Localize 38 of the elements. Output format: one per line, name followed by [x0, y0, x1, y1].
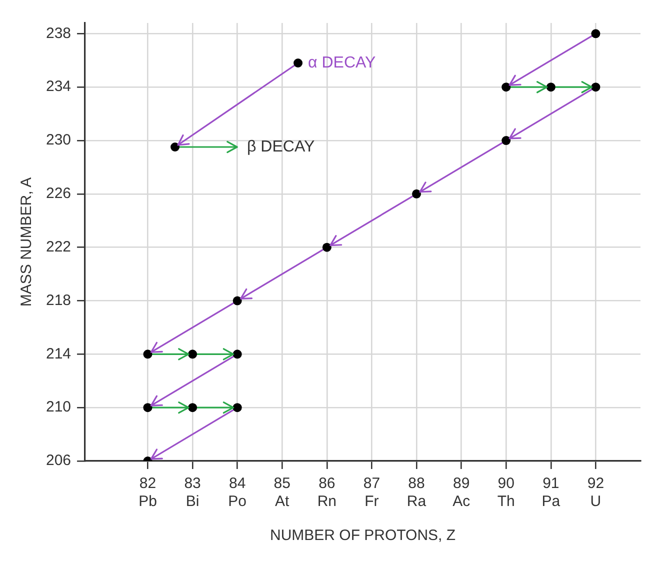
x-tick-label: 88 Ra	[406, 475, 427, 510]
x-tick-label: 82 Pb	[138, 475, 157, 510]
text: α DECAY	[308, 54, 376, 72]
point	[232, 350, 242, 359]
point	[143, 403, 152, 412]
point	[143, 350, 152, 359]
y-tick-label: 206	[46, 452, 72, 470]
x-axis-title: NUMBER OF PROTONS, Z	[270, 527, 456, 544]
point	[188, 403, 198, 412]
legend-label: β DECAY	[247, 138, 315, 156]
x-tick-label: 85 At	[274, 475, 290, 510]
y-tick-label: 210	[46, 398, 72, 416]
x-tick-label: 91 Pa	[542, 475, 561, 510]
y-tick-label: 230	[46, 132, 72, 149]
point	[412, 189, 422, 198]
point	[591, 29, 600, 38]
y-axis-title: MASS NUMBER, A	[18, 177, 36, 307]
x-tick-label: 84 Po	[228, 475, 247, 510]
point	[591, 82, 600, 92]
x-tick-label: 86 Rn	[317, 475, 337, 510]
point	[546, 82, 556, 92]
point	[232, 296, 242, 306]
point	[502, 136, 511, 146]
y-tick-label: 234	[46, 78, 72, 96]
y-tick-label: 218	[46, 292, 72, 309]
point	[232, 403, 242, 412]
y-tick-label: 226	[46, 185, 72, 202]
y-tick-label: 214	[46, 345, 72, 362]
point	[502, 82, 511, 92]
x-tick-label: 92 U	[587, 475, 604, 510]
point	[188, 350, 198, 359]
y-tick-label: 238	[46, 24, 72, 42]
x-tick-label: 83 Bi	[184, 475, 201, 510]
x-tick-label: 90 Th	[497, 475, 515, 510]
y-tick-label: 222	[46, 238, 72, 256]
x-tick-label: 89 Ac	[452, 475, 471, 510]
point	[322, 242, 332, 252]
x-tick-label: 87 Fr	[363, 475, 380, 510]
